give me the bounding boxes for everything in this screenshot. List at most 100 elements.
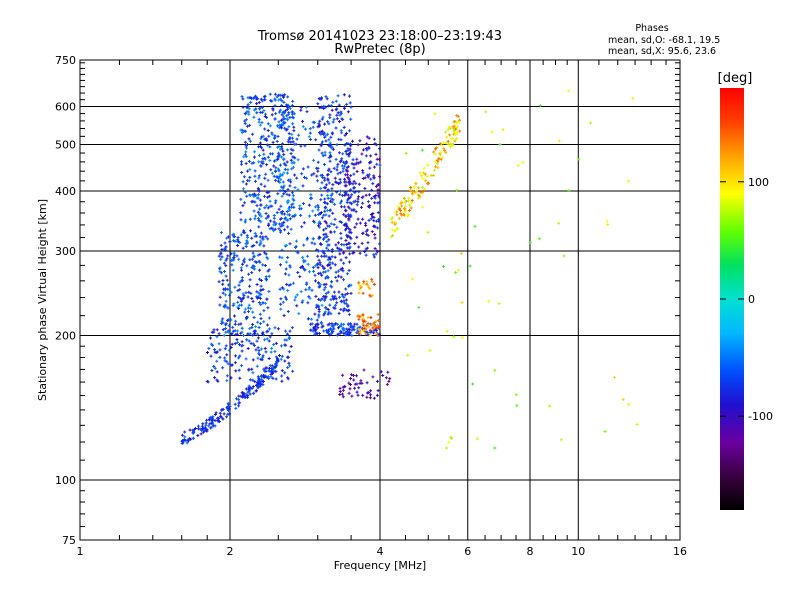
data-point <box>323 219 327 223</box>
data-point <box>276 167 280 171</box>
data-point <box>225 353 229 357</box>
data-point <box>287 361 291 365</box>
data-point <box>266 214 270 218</box>
data-point <box>294 295 298 299</box>
data-point <box>272 343 276 346</box>
data-point <box>236 340 239 344</box>
data-point <box>237 257 241 261</box>
data-point <box>373 236 377 240</box>
data-point <box>246 241 249 245</box>
data-point <box>390 220 394 224</box>
data-point <box>356 314 360 318</box>
data-point <box>454 138 458 142</box>
data-point <box>306 301 310 305</box>
data-point <box>426 230 430 234</box>
data-point <box>238 343 241 347</box>
data-point <box>335 246 339 250</box>
data-point <box>326 276 330 280</box>
data-point <box>256 375 260 379</box>
data-point <box>449 142 452 146</box>
data-point <box>372 137 376 141</box>
data-point <box>318 106 322 110</box>
data-point <box>327 238 331 242</box>
data-point <box>239 297 243 301</box>
data-point <box>279 263 282 267</box>
data-point <box>338 393 342 396</box>
data-point <box>336 322 339 326</box>
data-point <box>222 412 226 416</box>
data-point <box>374 152 378 156</box>
data-point <box>245 194 249 198</box>
data-point <box>343 177 347 181</box>
data-point <box>247 137 251 141</box>
data-point <box>300 225 304 229</box>
data-point <box>241 391 245 395</box>
data-point <box>370 188 374 192</box>
data-point <box>282 220 286 224</box>
data-point <box>346 213 350 217</box>
data-point <box>319 198 323 202</box>
data-point <box>218 270 222 274</box>
data-point <box>338 113 342 117</box>
data-point <box>317 221 321 225</box>
data-point <box>287 350 291 354</box>
data-point <box>316 262 320 266</box>
data-point <box>234 333 238 337</box>
data-point <box>340 199 343 203</box>
data-point <box>335 279 339 283</box>
data-point <box>363 187 367 190</box>
data-point <box>342 278 345 282</box>
data-point <box>338 171 342 175</box>
data-point <box>273 227 277 231</box>
data-point <box>226 412 230 416</box>
colorbar-tick-label: -100 <box>748 410 773 423</box>
data-point <box>422 166 426 170</box>
data-point <box>444 151 448 154</box>
data-point <box>376 250 380 253</box>
data-point <box>306 317 310 321</box>
data-point <box>356 217 360 221</box>
data-point <box>251 132 255 136</box>
data-point <box>191 436 195 440</box>
data-point <box>331 198 335 202</box>
data-point <box>211 343 215 347</box>
data-point <box>208 422 212 426</box>
data-point <box>320 303 324 307</box>
data-point <box>270 346 274 350</box>
data-point <box>338 192 342 196</box>
data-point <box>283 217 287 221</box>
data-point <box>317 272 321 276</box>
data-point <box>329 135 333 139</box>
data-point <box>224 287 227 291</box>
data-point <box>362 329 365 333</box>
data-point <box>183 435 187 439</box>
data-point <box>434 147 438 151</box>
data-point <box>248 332 252 336</box>
data-point <box>400 201 404 205</box>
data-point <box>284 297 288 301</box>
data-point <box>329 298 333 302</box>
data-point <box>340 300 344 304</box>
data-point <box>328 159 332 163</box>
colorbar-label: [deg] <box>718 71 753 86</box>
data-point <box>242 175 246 179</box>
data-point <box>279 307 283 311</box>
data-point <box>374 252 378 256</box>
data-point <box>339 236 343 240</box>
data-point <box>340 243 344 246</box>
data-point <box>376 188 380 192</box>
data-point <box>414 181 418 185</box>
data-point <box>326 177 330 181</box>
data-point <box>355 203 359 207</box>
data-point <box>342 213 346 217</box>
data-point <box>355 157 359 161</box>
data-point <box>218 348 222 352</box>
data-point <box>225 374 229 378</box>
data-point <box>242 129 246 133</box>
data-point <box>366 316 370 319</box>
data-point <box>251 378 255 382</box>
data-point <box>259 303 263 306</box>
data-point <box>255 196 259 200</box>
data-point <box>270 332 274 336</box>
data-point <box>257 326 261 329</box>
